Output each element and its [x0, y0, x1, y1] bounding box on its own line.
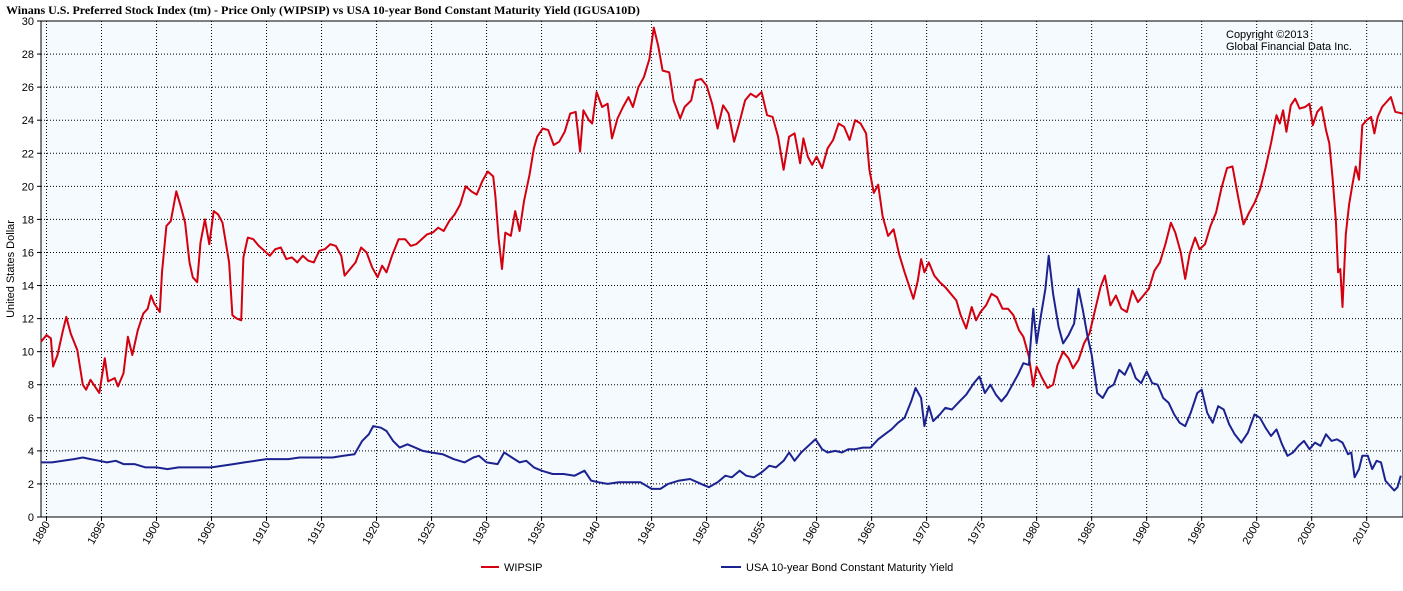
x-axis: 1890 1895 1900 1905 1910 1915 1920 1925 1930 1935…: [30, 517, 1373, 547]
y-tick-label: 22: [22, 148, 34, 160]
y-tick-label: 18: [22, 214, 34, 226]
x-tick-label: 1915: [306, 520, 329, 547]
y-tick-label: 8: [28, 380, 34, 392]
copyright-line-2: Global Financial Data Inc.: [1226, 41, 1352, 53]
plot-area: [40, 20, 1403, 518]
y-tick-label: 12: [22, 314, 34, 326]
x-tick-label: 1935: [526, 520, 549, 547]
x-tick-label: 1930: [471, 520, 494, 547]
x-tick-label: 1945: [636, 520, 659, 547]
legend-label-wipsip: WIPSIP: [504, 562, 543, 574]
y-tick-label: 6: [28, 413, 34, 425]
series-line-yield: [41, 254, 1402, 492]
y-tick-label: 0: [28, 512, 34, 524]
y-tick-label: 2: [28, 479, 34, 491]
x-tick-label: 1990: [1131, 520, 1154, 547]
x-tick-label: 1940: [581, 520, 604, 547]
legend-label-yield: USA 10-year Bond Constant Maturity Yield: [746, 562, 953, 574]
x-tick-label: 1895: [85, 520, 108, 547]
y-tick-label: 28: [22, 49, 34, 61]
copyright-line-1: Copyright ©2013: [1226, 29, 1309, 41]
x-tick-label: 1955: [746, 520, 769, 547]
grid: [41, 21, 1403, 517]
y-tick-label: 24: [22, 115, 34, 127]
legend: WIPSIP USA 10-year Bond Constant Maturit…: [481, 562, 953, 574]
y-tick-label: 4: [28, 446, 34, 458]
y-tick-label: 20: [22, 181, 34, 193]
x-tick-label: 1995: [1186, 520, 1209, 547]
x-tick-label: 1925: [416, 520, 439, 547]
x-tick-label: 2000: [1241, 520, 1264, 547]
y-tick-label: 30: [22, 16, 34, 28]
x-tick-label: 1950: [691, 520, 714, 547]
y-tick-label: 26: [22, 82, 34, 94]
y-tick-label: 16: [22, 247, 34, 259]
x-tick-label: 1965: [856, 520, 879, 547]
x-tick-label: 2005: [1296, 520, 1319, 547]
y-axis-label: United States Dollar: [5, 220, 17, 318]
x-tick-label: 2010: [1351, 520, 1374, 547]
x-tick-label: 1920: [361, 520, 384, 547]
y-tick-label: 10: [22, 347, 34, 359]
x-tick-label: 1985: [1076, 520, 1099, 547]
series-layer: [40, 26, 1403, 492]
series-line-wipsip: [40, 26, 1403, 394]
y-tick-label: 14: [22, 281, 34, 293]
chart-title: Winans U.S. Preferred Stock Index (tm) -…: [6, 3, 640, 17]
x-tick-label: 1980: [1021, 520, 1044, 547]
x-tick-label: 1910: [250, 520, 273, 547]
x-tick-label: 1975: [966, 520, 989, 547]
x-tick-label: 1970: [911, 520, 934, 547]
x-tick-label: 1905: [195, 520, 218, 547]
x-tick-label: 1900: [140, 520, 163, 547]
x-tick-label: 1960: [801, 520, 824, 547]
